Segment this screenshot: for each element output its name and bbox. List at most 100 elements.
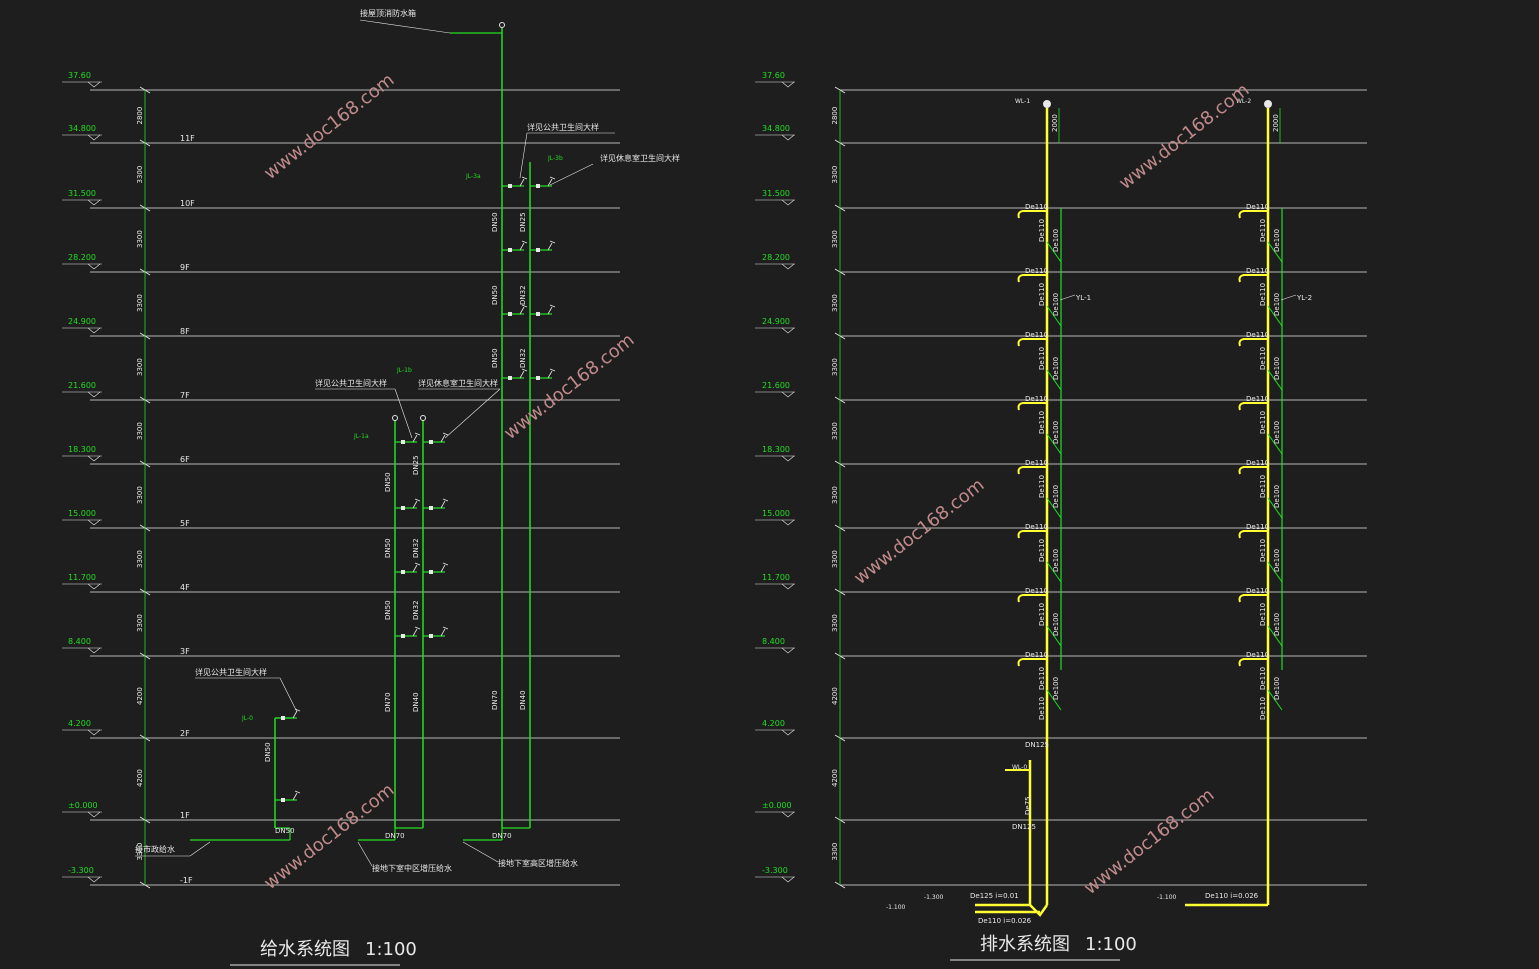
stack-id: YL-2 [1296, 294, 1312, 302]
elevation-triangle [87, 647, 101, 654]
detail-note: 详见公共卫生间大样 [315, 378, 387, 388]
fixture-valve [401, 570, 405, 574]
fixture-trap [1017, 210, 1047, 219]
vent-size-label: De100 [1273, 421, 1281, 444]
fixture-valve [508, 376, 512, 380]
floor-height-dim: 3300 [136, 294, 144, 312]
pipe-size-label: DN25 [412, 455, 420, 475]
leader-line [519, 132, 528, 179]
elevation-triangle [87, 583, 101, 590]
elevation-triangle [781, 647, 795, 654]
vent-size-label: De100 [1052, 549, 1060, 572]
fixture-trap [1238, 466, 1268, 475]
branch-size-label: De110 [1246, 459, 1269, 467]
floor-label: 1F [180, 811, 190, 820]
fixture-trap [1017, 338, 1047, 347]
floor-height-dim: 3300 [136, 358, 144, 376]
fixture-valve [281, 716, 285, 720]
vent-size-label: De100 [1052, 485, 1060, 508]
outlet-label: De110 i=0.026 [978, 917, 1032, 925]
elevation-triangle [781, 876, 795, 883]
pipe-size-label: DN32 [519, 285, 527, 305]
elevation-label: -3.300 [762, 866, 788, 875]
faucet-symbol [292, 790, 301, 801]
branch-size-label: De110 [1025, 459, 1048, 467]
pipe-size-label: DN32 [412, 538, 420, 558]
leader-line [444, 388, 501, 439]
floor-height-dim: 3300 [831, 550, 839, 568]
vent-connector [1267, 561, 1283, 583]
elevation-triangle [781, 729, 795, 736]
fixture-valve [508, 312, 512, 316]
fixture-trap [1238, 402, 1268, 411]
fixture-trap [1238, 210, 1268, 219]
valve-symbol [499, 22, 505, 28]
faucet-symbol [519, 240, 528, 251]
floor-label: 11F [180, 134, 195, 143]
vent-size-label: De100 [1273, 549, 1281, 572]
fixture-trap [1017, 466, 1047, 475]
floor-height-dim: 4200 [831, 687, 839, 705]
faucet-symbol [547, 304, 556, 315]
elevation-label: 8.400 [762, 637, 785, 646]
faucet-symbol [440, 562, 449, 573]
detail-note: 详见公共卫生间大样 [195, 667, 267, 677]
stack-size-label: De110 [1259, 283, 1267, 306]
vent-connector [1267, 305, 1283, 327]
vent-size-label: De100 [1052, 613, 1060, 636]
floor-label: 6F [180, 455, 190, 464]
elevation-label: 15.000 [762, 509, 790, 518]
elevation-triangle [87, 134, 101, 141]
elevation-label: ±0.000 [762, 801, 792, 810]
branch-size-label: De110 [1025, 395, 1048, 403]
elevation-label: 18.300 [68, 445, 96, 454]
stack-size-label: De110 [1259, 347, 1267, 370]
elevation-label: 37.60 [68, 71, 91, 80]
vent-size-label: De100 [1273, 357, 1281, 380]
stack-size-label: De110 [1038, 283, 1046, 306]
floor-label: 4F [180, 583, 190, 592]
fixture-trap [1238, 658, 1268, 667]
branch-size-label: De110 [1246, 267, 1269, 275]
branch-size-label: De110 [1246, 523, 1269, 531]
pipe-size-label: DN50 [491, 348, 499, 368]
stack-id: WL-0 [1012, 764, 1027, 771]
detail-note: 接地下室中区增压给水 [372, 863, 452, 873]
drain-title: 排水系统图 [980, 934, 1070, 955]
outlet-label: De110 i=0.026 [1205, 892, 1259, 900]
stack-size-label: De75 [1024, 796, 1032, 815]
vent-size-label: De100 [1273, 613, 1281, 636]
fixture-trap [1017, 274, 1047, 283]
faucet-symbol [412, 562, 421, 573]
floor-height-dim: 3300 [136, 614, 144, 632]
pipe-size-label: DN70 [384, 692, 392, 712]
elevation-triangle [781, 455, 795, 462]
floor-label: 2F [180, 729, 190, 738]
elevation-triangle [781, 327, 795, 334]
elevation-triangle [87, 811, 101, 818]
vent-size-label: De100 [1273, 293, 1281, 316]
stack-size-label: De110 [1259, 411, 1267, 434]
stack-size-label: De110 [1038, 539, 1046, 562]
elevation-triangle [781, 583, 795, 590]
fixture-valve [429, 570, 433, 574]
floor-height-dim: 3300 [136, 486, 144, 504]
elevation-triangle [781, 263, 795, 270]
leader-line [357, 841, 373, 867]
vent-size-label: De100 [1273, 229, 1281, 252]
floor-height-dim: 3300 [136, 843, 144, 861]
elevation-label: 24.900 [762, 317, 790, 326]
elevation-triangle [781, 391, 795, 398]
riser-id: JL-3b [547, 155, 563, 162]
pipe-size-label: DN50 [275, 827, 295, 835]
detail-note: 接市政给水 [135, 844, 175, 854]
stack-size-label: De110 [1259, 219, 1267, 242]
leader-line [359, 19, 451, 34]
stack-size-label: De110 [1259, 697, 1267, 720]
pipe-size-label: DN50 [491, 285, 499, 305]
stack-id: YL-1 [1075, 294, 1091, 302]
vent-height: 2000 [1272, 114, 1280, 132]
elevation-label: 24.900 [68, 317, 96, 326]
branch-size-label: De110 [1025, 651, 1048, 659]
